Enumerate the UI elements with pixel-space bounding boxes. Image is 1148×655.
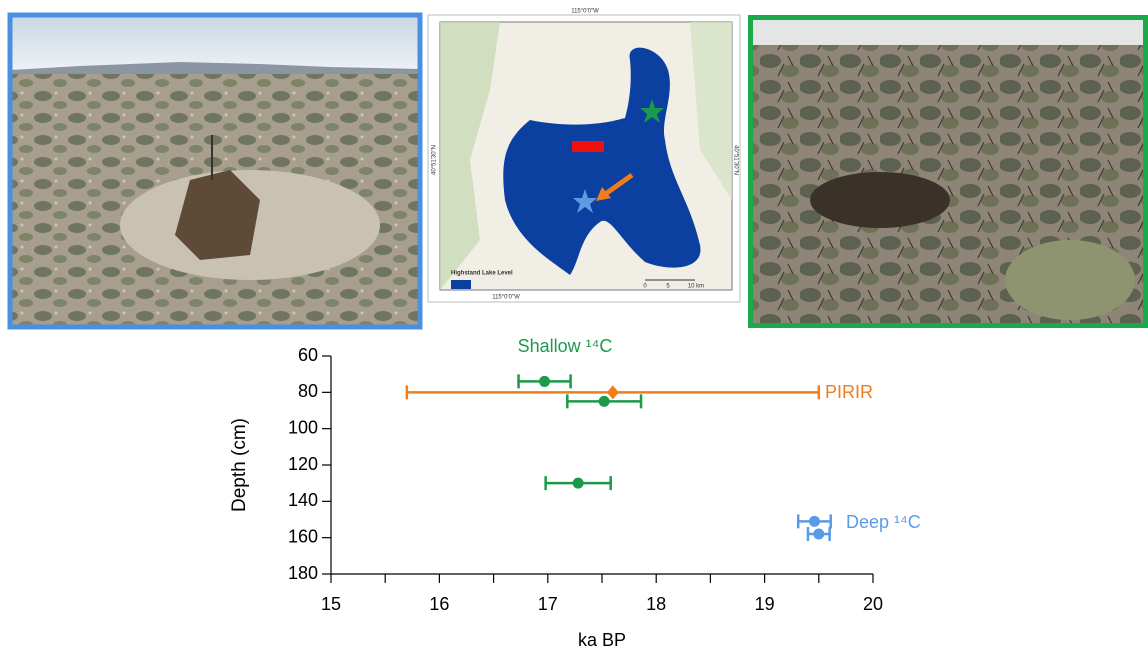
y-tick-label: 120: [288, 454, 318, 474]
point: [572, 477, 584, 489]
point: [808, 515, 820, 527]
scale-label: 0: [643, 284, 647, 290]
point: [598, 395, 610, 407]
map-label: 40°51'30"N: [732, 145, 738, 175]
map-label: 40°51'30"N: [432, 145, 438, 175]
y-tick-label: 160: [288, 526, 318, 546]
photo-deep-site: [748, 15, 1148, 328]
y-tick-label: 80: [298, 381, 318, 401]
point: [606, 385, 619, 400]
x-tick-label: 15: [321, 594, 341, 614]
map-legend: Highstand Lake Level: [451, 271, 513, 277]
y-tick-label: 100: [288, 417, 318, 437]
x-tick-label: 17: [538, 594, 558, 614]
x-tick-label: 18: [646, 594, 666, 614]
photo-shallow-site: [7, 12, 423, 330]
series-label: PIRIR: [825, 382, 873, 402]
map-label: 115°0'0"W: [571, 9, 599, 15]
series-label: Deep ¹⁴C: [846, 512, 921, 532]
scale-label: 10 km: [688, 284, 704, 290]
map: 115°0'0"W 115°0'0"W 40°51'30"N 40°51'30"…: [427, 9, 741, 303]
x-tick-label: 20: [863, 594, 883, 614]
series-label: Shallow ¹⁴C: [518, 336, 613, 356]
scale-label: 5: [666, 284, 670, 290]
y-tick-label: 180: [288, 563, 318, 583]
x-tick-label: 16: [429, 594, 449, 614]
point: [813, 528, 825, 540]
x-tick-label: 19: [755, 594, 775, 614]
y-axis-title: Depth (cm): [229, 418, 250, 512]
map-label: 115°0'0"W: [492, 295, 520, 301]
x-axis-title: ka BP: [578, 630, 626, 650]
y-tick-label: 140: [288, 490, 318, 510]
point: [539, 375, 551, 387]
y-tick-label: 60: [298, 345, 318, 365]
